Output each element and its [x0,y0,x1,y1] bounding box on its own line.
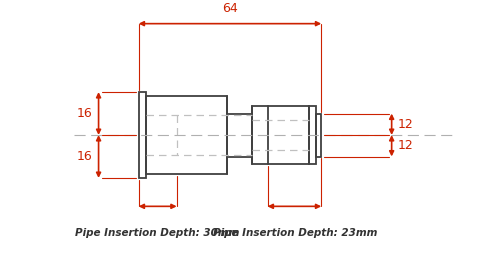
Bar [226,114,252,156]
Bar [308,106,316,164]
Bar [138,92,146,178]
Text: Pipe Insertion Depth: 30mm: Pipe Insertion Depth: 30mm [75,228,239,238]
Text: 64: 64 [222,2,238,15]
Text: 12: 12 [398,118,413,131]
Bar [252,106,308,164]
Text: 12: 12 [398,139,413,152]
Text: 16: 16 [77,107,92,120]
Bar [316,114,322,156]
Text: Pipe Insertion Depth: 23mm: Pipe Insertion Depth: 23mm [213,228,377,238]
Bar [146,96,226,174]
Text: 16: 16 [77,150,92,163]
